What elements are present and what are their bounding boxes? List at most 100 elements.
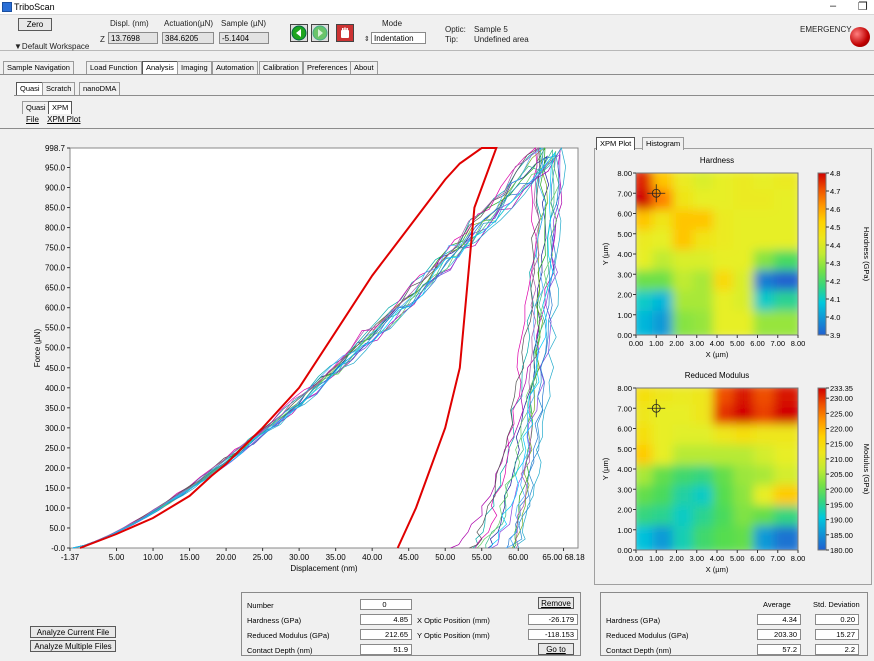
x-optic-label: X Optic Position (mm) <box>417 616 490 625</box>
hardness-y-tick-label: 4.00 <box>617 250 632 259</box>
mode-stepper-icon[interactable]: ⇕ <box>364 36 370 43</box>
modulus-cb-tick-label: 210.00 <box>830 455 853 464</box>
modulus-x-tick-label: 5.00 <box>730 554 745 563</box>
stats-depth-label: Contact Depth (nm) <box>606 646 672 655</box>
modulus-cb-tick-label: 190.00 <box>830 516 853 525</box>
modulus-colorbar-label: Modulus (GPa) <box>862 444 871 495</box>
hardness-title: Hardness <box>700 156 734 165</box>
tab-imaging[interactable]: Imaging <box>177 61 212 74</box>
tab-preferences[interactable]: Preferences <box>303 61 352 74</box>
y-tick-label: 850.0 <box>45 204 66 213</box>
x-tick-label: 25.00 <box>253 553 274 562</box>
results-panel: Number 0 Remove Hardness (GPa) 4.85 X Op… <box>241 592 581 656</box>
y-axis-label: Force (µN) <box>33 328 42 367</box>
modulus-x-tick-label: 8.00 <box>791 554 806 563</box>
emergency-stop-button[interactable] <box>850 27 870 47</box>
tab-histogram[interactable]: Histogram <box>642 137 685 150</box>
menu-bar: File XPM Plot <box>26 115 80 124</box>
y-tick-label: 200.0 <box>45 464 66 473</box>
y-tick-label: 50.0 <box>49 524 65 533</box>
x-tick-label: 5.00 <box>109 553 125 562</box>
menu-xpm-plot[interactable]: XPM Plot <box>47 115 81 124</box>
depth-value: 51.9 <box>360 644 412 655</box>
mode-label: Mode <box>382 19 403 28</box>
analyze-multiple-files-button[interactable]: Analyze Multiple Files <box>30 640 116 652</box>
restore-button[interactable]: ❐ <box>858 1 868 13</box>
title-bar: TriboScan – ❐ <box>0 0 874 15</box>
actuation-label: Actuation(µN) <box>164 19 214 28</box>
displ-label: Displ. (nm) <box>110 19 149 28</box>
goto-button[interactable]: Go to <box>538 643 574 655</box>
control-bar: Zero Z Displ. (nm) 13.7698 Actuation(µN)… <box>0 15 874 51</box>
hardness-x-tick-label: 3.00 <box>689 339 704 348</box>
modulus-label: Reduced Modulus (GPa) <box>247 631 330 640</box>
minimize-button[interactable]: – <box>830 0 837 12</box>
mode-select[interactable]: Indentation <box>371 32 426 44</box>
number-field[interactable]: 0 <box>360 599 412 610</box>
modulus-y-axis-label: Y (µm) <box>601 457 610 480</box>
x-tick-label: 30.00 <box>289 553 310 562</box>
modulus-y-tick-label: 7.00 <box>617 404 632 413</box>
hardness-colorbar <box>817 172 827 336</box>
workspace-dropdown[interactable]: ▼Default Workspace <box>14 42 89 51</box>
hardness-cb-tick-label: 4.1 <box>830 295 840 304</box>
tab-scratch[interactable]: Scratch <box>42 82 76 95</box>
x-optic-value: -26.179 <box>528 614 578 625</box>
tab-quasi[interactable]: Quasi <box>16 82 44 95</box>
stats-modulus-std: 15.27 <box>815 629 859 640</box>
x-tick-label: -1.37 <box>61 553 80 562</box>
hand-stop-button[interactable] <box>336 24 354 42</box>
y-tick-label: 150.0 <box>45 484 66 493</box>
menu-file[interactable]: File <box>26 115 39 124</box>
tab-about[interactable]: About <box>350 61 378 74</box>
tab-quasi-inner[interactable]: Quasi <box>22 101 50 114</box>
stats-depth-average: 57.2 <box>757 644 801 655</box>
menu-separator <box>0 128 874 129</box>
x-tick-label: 35.00 <box>326 553 347 562</box>
hardness-cb-tick-label: 4.8 <box>830 169 840 178</box>
tab-xpm[interactable]: XPM <box>48 101 73 114</box>
tip-label: Tip: <box>445 35 459 44</box>
tab-load-function[interactable]: Load Function <box>86 61 142 74</box>
tab-analysis[interactable]: Analysis <box>142 61 178 74</box>
arrow-left-icon <box>291 25 307 41</box>
back-button[interactable] <box>290 24 308 42</box>
curve-14 <box>72 147 541 549</box>
tab-sample-navigation[interactable]: Sample Navigation <box>3 61 74 74</box>
hardness-value: 4.85 <box>360 614 412 625</box>
forward-button[interactable] <box>311 24 329 42</box>
y-tick-label: 800.0 <box>45 224 66 233</box>
y-tick-label: 300.0 <box>45 424 66 433</box>
hardness-x-tick-label: 7.00 <box>770 339 785 348</box>
y-tick-label: 750.0 <box>45 244 66 253</box>
tab-xpm-plot[interactable]: XPM Plot <box>596 137 636 150</box>
hand-icon <box>341 27 349 38</box>
y-tick-label: 998.7 <box>45 144 66 153</box>
hardness-cell <box>773 310 798 335</box>
workspace-label: Default Workspace <box>21 42 90 51</box>
tab-calibration[interactable]: Calibration <box>259 61 303 74</box>
remove-button[interactable]: Remove <box>538 597 574 609</box>
hardness-cb-tick-label: 4.6 <box>830 205 840 214</box>
modulus-x-tick-label: 1.00 <box>649 554 664 563</box>
y-tick-label: 500.0 <box>45 344 66 353</box>
average-header: Average <box>763 600 791 609</box>
x-tick-label: 65.00 68.18 <box>542 553 585 562</box>
curve-7 <box>72 147 538 549</box>
hardness-cb-tick-label: 4.3 <box>830 259 840 268</box>
tab-nanodma[interactable]: nanoDMA <box>79 82 121 95</box>
modulus-cb-tick-label: 195.00 <box>830 500 853 509</box>
hardness-x-tick-label: 0.00 <box>629 339 644 348</box>
x-tick-label: 55.00 <box>472 553 493 562</box>
modulus-cb-tick-label: 233.35 <box>830 384 853 393</box>
zero-button[interactable]: Zero <box>18 18 52 31</box>
hardness-y-tick-label: 7.00 <box>617 189 632 198</box>
tab-separator <box>0 74 874 75</box>
hardness-x-tick-label: 5.00 <box>730 339 745 348</box>
hardness-y-axis-label: Y (µm) <box>601 242 610 265</box>
curve-11 <box>72 149 555 549</box>
crosshair-icon <box>647 399 666 418</box>
tab-automation[interactable]: Automation <box>212 61 258 74</box>
analyze-current-file-button[interactable]: Analyze Current File <box>30 626 116 638</box>
hardness-cb-tick-label: 4.4 <box>830 241 840 250</box>
